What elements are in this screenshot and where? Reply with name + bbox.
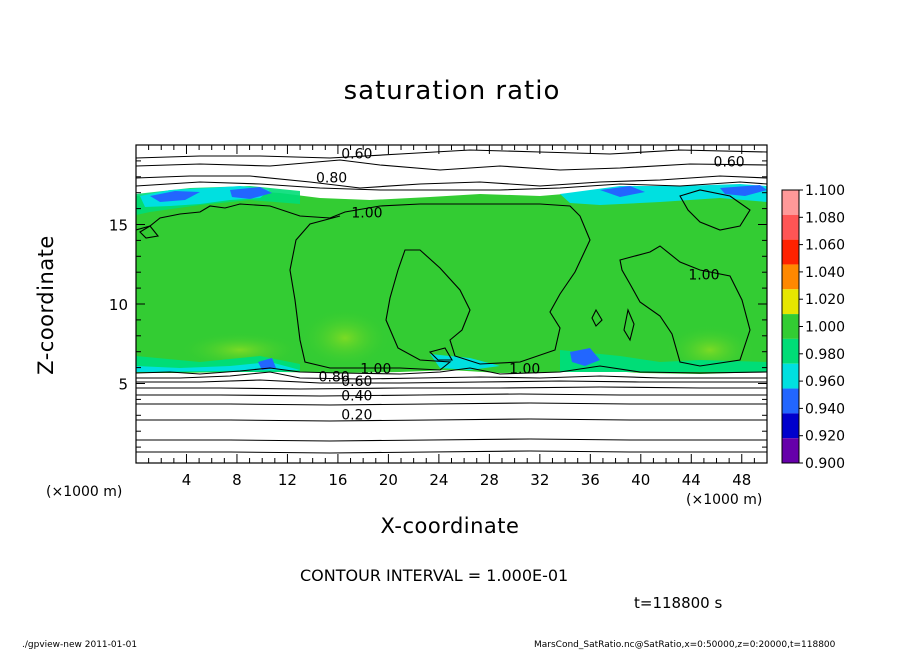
subsaturated-fringe	[258, 358, 276, 370]
contour-line-1-00	[428, 347, 453, 361]
y-tick-label: 5	[118, 376, 128, 394]
contour-lines	[136, 149, 767, 454]
contour-line	[136, 379, 767, 384]
contour-line-1-00	[591, 308, 603, 327]
contour-line	[136, 418, 767, 422]
colorbar-swatch	[782, 214, 799, 240]
contour-line	[136, 386, 767, 390]
contour-label: 0.60	[714, 155, 745, 171]
chart-title: saturation ratio	[343, 76, 561, 106]
colorbar-swatch	[782, 388, 799, 414]
colorbar-label: 1.020	[805, 292, 845, 308]
subsaturated-fringe	[720, 185, 767, 196]
colorbar-label: 1.040	[805, 265, 845, 281]
colorbar-swatch	[782, 363, 799, 389]
contour-line	[136, 149, 767, 159]
subsaturated-fringe	[150, 191, 200, 202]
contour-label: 0.80	[316, 171, 347, 187]
x-tick-label: 44	[682, 471, 701, 489]
contour-label: 0.20	[341, 407, 372, 423]
colorbar-label: 1.000	[805, 320, 845, 336]
contour-line-1-00	[136, 203, 591, 371]
contour-line-1-00	[619, 245, 751, 367]
footer-left: ./gpview-new 2011-01-01	[22, 640, 138, 650]
contour-line	[136, 438, 767, 442]
contour-line	[136, 159, 767, 171]
subsaturated-fringe	[430, 354, 500, 370]
contour-label: 1.00	[688, 268, 719, 284]
contour-label: 0.40	[341, 388, 372, 404]
x-tick-label: 28	[480, 471, 499, 489]
contour-line	[136, 371, 767, 380]
colorbar-swatch	[782, 289, 799, 315]
colorbar-label: 1.080	[805, 210, 845, 226]
contour-label: 0.60	[341, 374, 372, 390]
y-axis-title: Z-coordinate	[34, 235, 58, 375]
axis-ticks	[136, 145, 767, 463]
x-tick-label: 20	[379, 471, 398, 489]
colorbar-swatch	[782, 413, 799, 439]
contour-labels: 0.60 0.600.801.001.001.00 1.000.800.600.40…	[316, 147, 745, 424]
x-tick-label: 48	[732, 471, 751, 489]
colorbar-label: 0.900	[805, 456, 845, 472]
x-axis-title: X-coordinate	[380, 514, 520, 538]
contour-label: 1.00	[509, 361, 540, 377]
colorbar-label: 0.980	[805, 347, 845, 363]
subsaturated-fringe	[570, 348, 600, 366]
time-label: t=118800 s	[634, 594, 723, 612]
colorbar-label: 0.940	[805, 401, 845, 417]
colorbar-label: 0.960	[805, 374, 845, 390]
contour-line	[136, 175, 767, 189]
contour-label: 0.60	[341, 147, 372, 163]
colorbar-swatch	[782, 338, 799, 364]
colorbar-label: 0.920	[805, 429, 845, 445]
contour-line-1-00	[623, 308, 635, 342]
z-unit-label: (×1000 m)	[46, 484, 123, 500]
contour-label: 1.00	[360, 361, 391, 377]
contour-line	[136, 393, 767, 397]
warm-patch	[300, 308, 390, 368]
colorbar-label: 1.100	[805, 183, 845, 199]
x-tick-label: 4	[182, 471, 192, 489]
saturation-field	[136, 184, 767, 375]
contour-line-1-00	[679, 189, 751, 231]
x-tick-label: 40	[631, 471, 650, 489]
colorbar-swatch	[782, 239, 799, 265]
x-unit-label: (×1000 m)	[686, 492, 763, 508]
x-tick-label: 16	[328, 471, 347, 489]
saturated-region	[136, 190, 767, 374]
contour-line	[136, 402, 767, 406]
colorbar-swatch	[782, 190, 799, 215]
subsaturated-fringe	[560, 350, 767, 372]
contour-interval-text: CONTOUR INTERVAL = 1.000E-01	[300, 566, 569, 585]
contour-line	[136, 181, 767, 191]
x-tick-label: 24	[429, 471, 448, 489]
y-tick-label: 15	[109, 217, 128, 235]
x-tick-label: 32	[530, 471, 549, 489]
x-tick-label: 12	[278, 471, 297, 489]
colorbar: 1.100 1.080 1.060 1.040 1.020 1.000 0.980 0.960…	[781, 183, 845, 472]
footer-right: MarsCond_SatRatio.nc@SatRatio,x=0:50000,…	[534, 640, 836, 650]
contour-label: 0.80	[319, 369, 350, 385]
colorbar-swatch	[782, 438, 799, 463]
colorbar-swatch	[782, 264, 799, 290]
contour-line	[136, 365, 767, 375]
contour-line-1-00	[139, 225, 160, 239]
x-tick-label: 36	[581, 471, 600, 489]
subsaturated-fringe	[230, 187, 272, 199]
contour-line	[136, 450, 767, 454]
x-tick-label: 8	[232, 471, 242, 489]
contour-label: 1.00	[351, 206, 382, 222]
y-tick-label: 10	[109, 296, 128, 314]
subsaturated-fringe	[600, 186, 645, 197]
colorbar-swatch	[782, 314, 799, 339]
colorbar-label: 1.060	[805, 238, 845, 254]
